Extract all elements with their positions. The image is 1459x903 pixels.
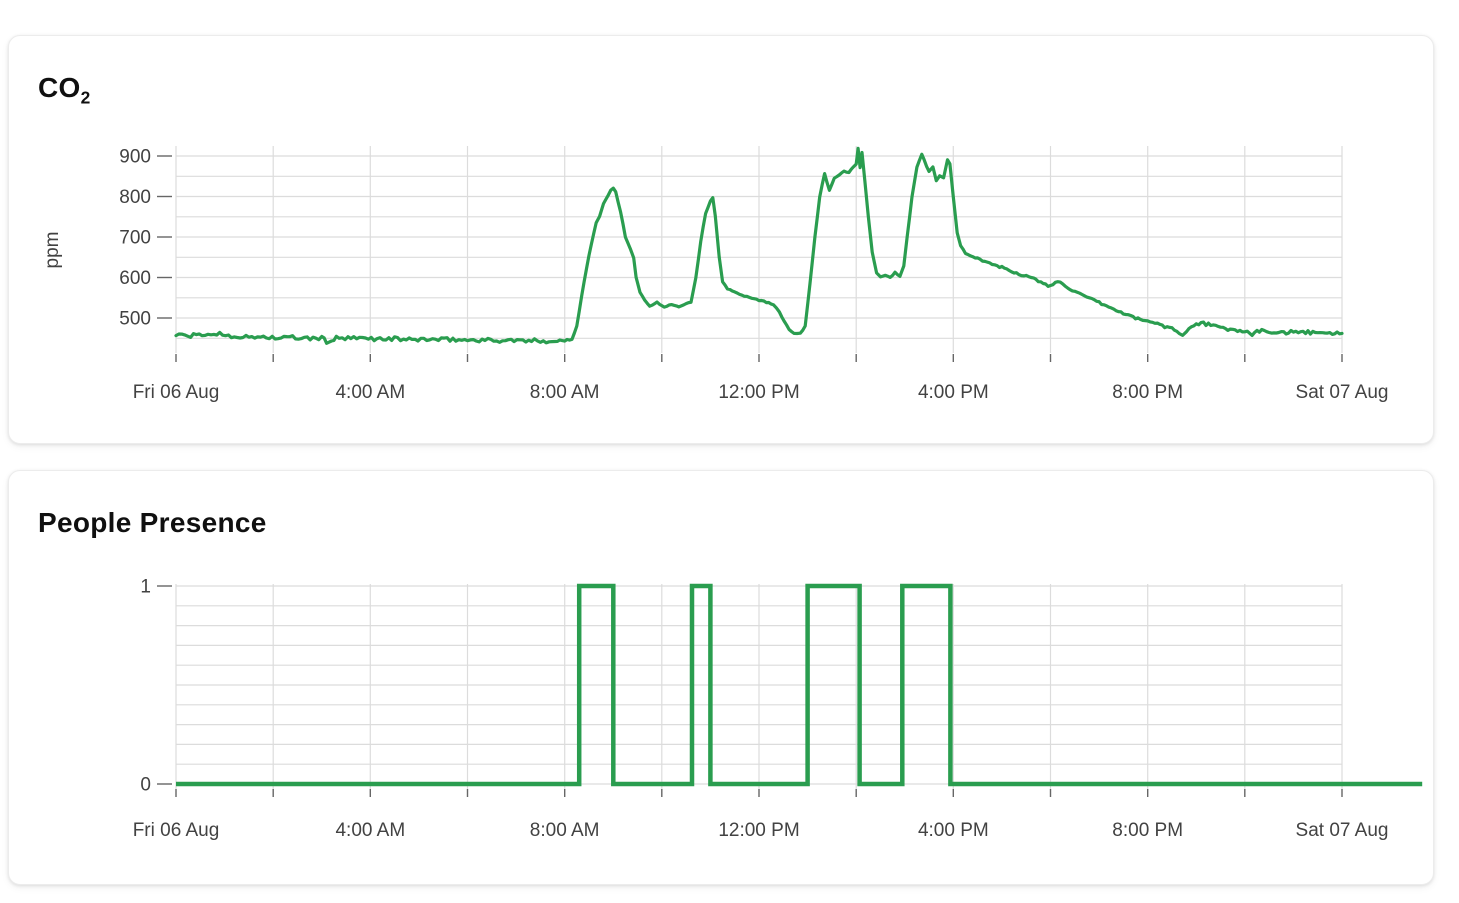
- x-tick-label: 4:00 AM: [335, 820, 405, 841]
- co2-title-main: CO: [38, 72, 81, 103]
- co2-chart-plot-area[interactable]: 900 800 700 600 500 Fri 06 Aug 4:00 AM 8:00 AM 1…: [9, 36, 1433, 443]
- y-tick-label: 800: [119, 187, 151, 208]
- co2-series-line: [174, 146, 1344, 345]
- y-tick-label: 900: [119, 147, 151, 168]
- x-tick-label: 8:00 AM: [530, 382, 600, 403]
- presence-series-line: [176, 583, 1423, 787]
- y-tick-label: 600: [119, 268, 151, 289]
- y-axis-title: ppm: [42, 232, 63, 269]
- x-tick-label: 4:00 PM: [918, 382, 989, 403]
- x-tick-label: 4:00 AM: [335, 382, 405, 403]
- y-tick-label: 500: [119, 309, 151, 330]
- x-tick-label: 12:00 PM: [718, 820, 799, 841]
- x-tick-label: Fri 06 Aug: [133, 820, 220, 841]
- co2-title: CO2: [38, 72, 91, 109]
- x-tick-label: Sat 07 Aug: [1296, 820, 1389, 841]
- co2-title-subscript: 2: [80, 87, 91, 108]
- presence-title: People Presence: [38, 507, 267, 539]
- x-tick-label: 8:00 AM: [530, 820, 600, 841]
- x-tick-label: Sat 07 Aug: [1296, 382, 1389, 403]
- presence-card: People Presence 1 0 Fri 06 Aug 4:00 AM 8:00 …: [8, 470, 1434, 885]
- x-tick-label: 12:00 PM: [718, 382, 799, 403]
- y-tick-label: 0: [140, 775, 151, 796]
- x-tick-label: 8:00 PM: [1112, 382, 1183, 403]
- y-tick-label: 700: [119, 228, 151, 249]
- co2-card: CO2 900 800 700 600 500 Fri 06 Aug 4:00 AM 8:00…: [8, 35, 1434, 444]
- x-tick-label: 8:00 PM: [1112, 820, 1183, 841]
- presence-chart-plot-area[interactable]: 1 0 Fri 06 Aug 4:00 AM 8:00 AM 12:00 PM 4:00 P…: [9, 471, 1433, 884]
- presence-title-main: People Presence: [38, 507, 267, 538]
- y-tick-label: 1: [140, 577, 151, 598]
- x-tick-label: Fri 06 Aug: [133, 382, 220, 403]
- x-tick-label: 4:00 PM: [918, 820, 989, 841]
